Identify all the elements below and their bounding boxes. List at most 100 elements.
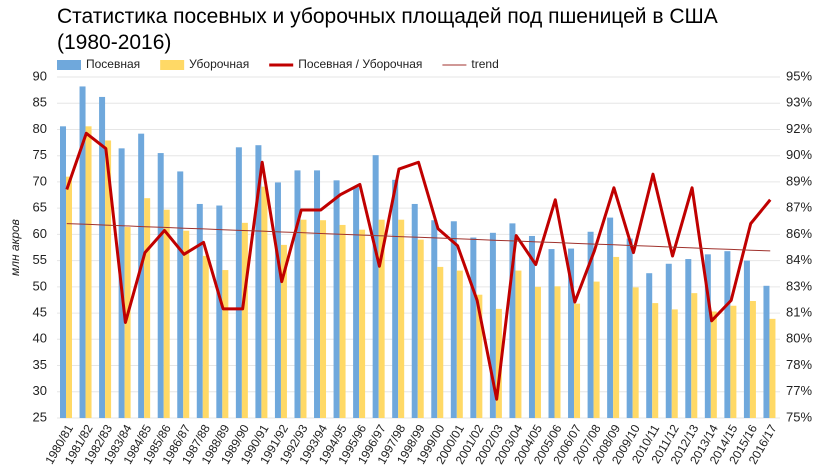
bar	[85, 126, 92, 418]
bar	[280, 244, 287, 418]
bar	[685, 259, 692, 418]
bar	[392, 179, 399, 418]
bar	[157, 153, 164, 419]
bar	[183, 230, 190, 418]
bar	[632, 287, 639, 418]
bar	[450, 221, 457, 418]
bar	[568, 248, 575, 418]
y2-tick-label: 77%	[786, 383, 812, 398]
bar	[177, 171, 184, 418]
bar	[476, 294, 483, 418]
line	[65, 131, 772, 401]
chart-title: Статистика посевных и уборочных площадей…	[57, 5, 718, 54]
y-tick-label: 50	[33, 278, 47, 293]
bar	[437, 266, 444, 418]
y2-tick-label: 93%	[786, 95, 812, 110]
legend-swatch	[160, 60, 185, 70]
bar	[138, 133, 145, 419]
bar	[378, 219, 385, 418]
y2-tick-label: 95%	[786, 68, 812, 83]
y-tick-label: 85	[33, 95, 47, 110]
bar	[79, 86, 86, 418]
bar	[593, 281, 600, 418]
bar	[665, 263, 672, 418]
bar	[691, 293, 698, 418]
y2-tick-label: 83%	[786, 278, 812, 293]
bar	[255, 145, 262, 418]
bar	[652, 303, 659, 418]
bar	[607, 217, 614, 418]
y-tick-label: 25	[33, 409, 47, 424]
y-tick-label: 80	[33, 121, 47, 136]
bar	[314, 170, 321, 418]
y2-tick-label: 78%	[786, 357, 812, 372]
bar	[710, 311, 717, 418]
bar	[398, 219, 405, 418]
bar	[613, 256, 620, 418]
bar	[261, 186, 268, 418]
bar	[548, 249, 555, 418]
bar	[724, 251, 731, 418]
bar	[470, 237, 477, 418]
bar	[241, 222, 248, 418]
legend-label: Посевная / Уборочная	[298, 57, 422, 71]
y-tick-label: 70	[33, 173, 47, 188]
legend-label: Уборочная	[189, 57, 249, 71]
bar	[417, 239, 424, 418]
y2-tick-label: 87%	[786, 200, 812, 215]
legend-swatch	[57, 60, 81, 70]
y2-tick-label: 89%	[786, 173, 812, 188]
y-tick-label: 45	[33, 305, 47, 320]
legend-label: trend	[471, 57, 498, 71]
bar	[105, 140, 112, 418]
bar	[66, 176, 72, 418]
bar	[704, 254, 711, 418]
bar	[333, 180, 340, 418]
trend-line	[66, 223, 771, 252]
y2-tick-label: 86%	[786, 226, 812, 241]
bar	[196, 203, 203, 418]
bar	[763, 285, 770, 418]
y-tick-label: 60	[33, 226, 47, 241]
bar	[359, 229, 366, 418]
bar	[300, 219, 307, 418]
bar	[222, 270, 229, 418]
bar	[534, 286, 541, 418]
bar	[554, 286, 561, 418]
bar	[431, 220, 438, 418]
y-axis-label: млн акров	[8, 219, 22, 276]
bar	[769, 318, 776, 418]
bar	[509, 223, 516, 418]
bar	[163, 209, 170, 418]
bar	[671, 309, 678, 418]
bar	[626, 238, 633, 418]
y2-tick-label: 84%	[786, 252, 812, 267]
y-tick-label: 35	[33, 357, 47, 372]
bar	[144, 198, 151, 418]
bar	[749, 301, 756, 418]
y2-tick-label: 90%	[786, 147, 812, 162]
bar	[495, 308, 502, 418]
bar	[372, 155, 379, 418]
bar	[202, 255, 209, 418]
bar	[60, 126, 66, 418]
y-tick-label: 90	[33, 68, 47, 83]
bar	[274, 182, 281, 418]
y2-tick-label: 92%	[786, 121, 812, 136]
bar	[235, 147, 242, 418]
bar	[456, 270, 463, 418]
bar	[216, 205, 223, 418]
bar	[730, 305, 737, 418]
y-tick-label: 40	[33, 331, 47, 346]
bar	[294, 170, 301, 418]
bar	[339, 224, 346, 418]
y-tick-label: 65	[33, 200, 47, 215]
y2-tick-label: 75%	[786, 409, 812, 424]
y-tick-label: 30	[33, 383, 47, 398]
bar	[646, 273, 653, 418]
legend-label: Посевная	[86, 57, 140, 71]
y-tick-label: 55	[33, 252, 47, 267]
bar	[515, 270, 522, 418]
